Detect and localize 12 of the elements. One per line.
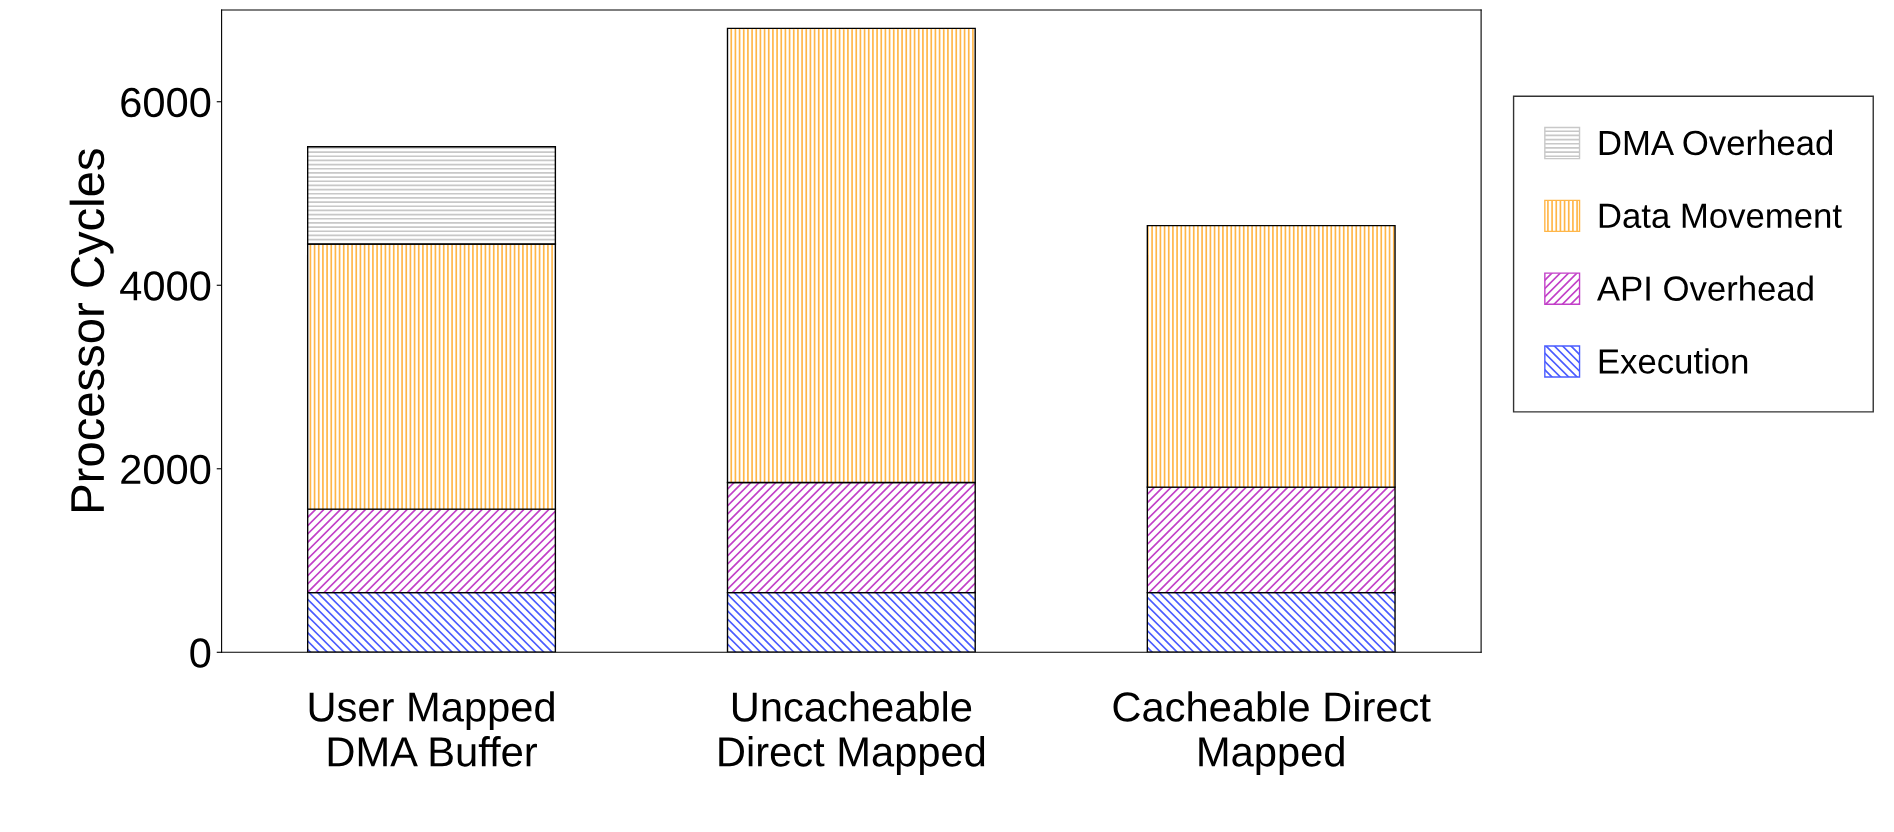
y-axis-title: Processor Cycles [69,149,114,511]
legend-label: Execution [1599,348,1748,374]
x-tick-label: Uncacheable Direct Mapped [719,691,985,775]
x-tick-label: User Mapped DMA Buffer [309,691,554,767]
y-tick-label: 4000 [120,271,211,301]
y-tick-label: 2000 [121,454,211,485]
legend-label: Data Movement [1599,203,1842,229]
legend-label: API Overhead [1596,275,1813,301]
y-tick-label: 0 [190,638,211,668]
x-tick-label: Cacheable Direct Mapped [1113,691,1431,775]
y-tick-label: 6000 [121,87,211,118]
legend-label: DMA Overhead [1599,129,1833,156]
